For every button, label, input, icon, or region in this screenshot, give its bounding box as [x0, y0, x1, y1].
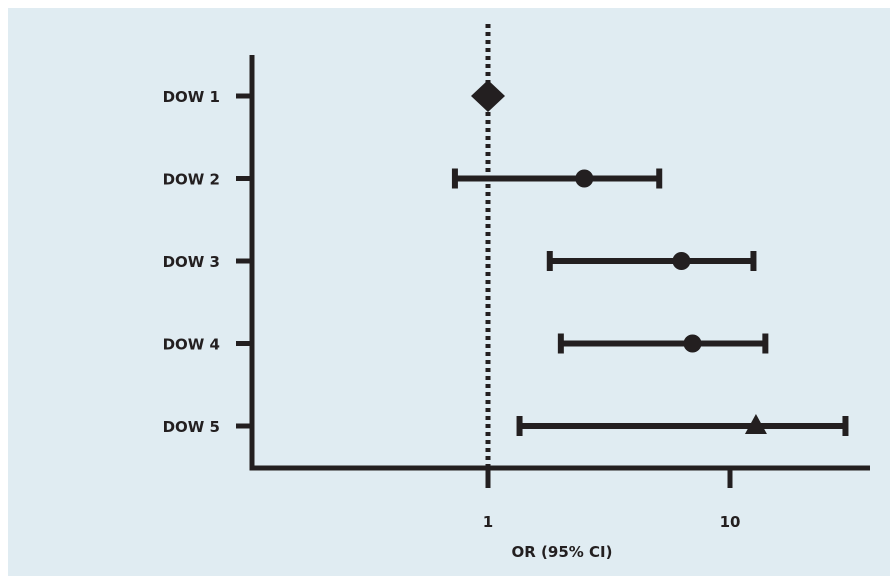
point-estimate-circle [672, 252, 691, 270]
point-estimate-circle [575, 169, 594, 188]
point-estimate-diamond [471, 80, 505, 112]
point-estimate-triangle [744, 414, 767, 434]
row-label: DOW 2 [163, 171, 220, 189]
row-label: DOW 1 [163, 88, 220, 106]
row-label: DOW 5 [163, 418, 220, 436]
x-tick-label: 1 [483, 513, 493, 531]
x-axis-label: OR (95% CI) [512, 543, 613, 561]
row-label: DOW 3 [163, 253, 220, 271]
point-estimate-circle [683, 334, 702, 353]
row-label: DOW 4 [163, 336, 220, 354]
chart-panel [8, 8, 890, 576]
x-tick-label: 10 [720, 513, 741, 531]
